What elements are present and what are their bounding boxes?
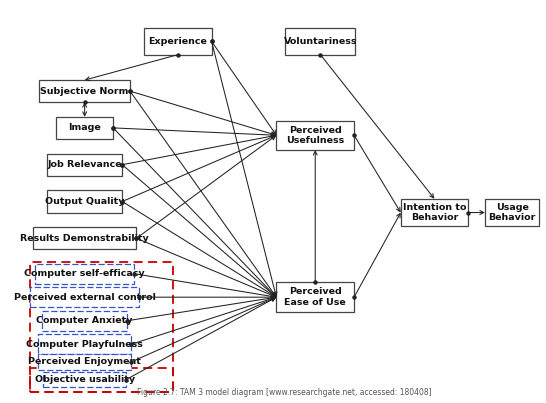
FancyBboxPatch shape [35, 264, 134, 284]
FancyBboxPatch shape [144, 28, 212, 55]
FancyBboxPatch shape [39, 80, 130, 102]
FancyBboxPatch shape [47, 154, 122, 176]
FancyBboxPatch shape [30, 287, 139, 307]
Text: Usage
Behavior: Usage Behavior [489, 203, 536, 222]
Text: Objective usability: Objective usability [34, 375, 135, 384]
Text: Subjective Norm: Subjective Norm [40, 87, 129, 96]
FancyBboxPatch shape [276, 120, 354, 150]
FancyBboxPatch shape [38, 354, 131, 370]
Text: Perceived external control: Perceived external control [14, 293, 156, 302]
FancyBboxPatch shape [38, 334, 131, 354]
Text: Perceived
Usefulness: Perceived Usefulness [286, 126, 345, 145]
Text: Image: Image [68, 123, 101, 133]
FancyBboxPatch shape [56, 117, 113, 139]
Text: Results Demonstrability: Results Demonstrability [20, 234, 149, 243]
FancyBboxPatch shape [33, 227, 136, 249]
Text: Computer Anxiety: Computer Anxiety [37, 316, 133, 325]
FancyBboxPatch shape [276, 283, 354, 312]
Text: Experience: Experience [149, 37, 207, 46]
Text: Perceived
Ease of Use: Perceived Ease of Use [284, 287, 346, 307]
Text: Computer Playfulness: Computer Playfulness [26, 340, 143, 349]
FancyBboxPatch shape [43, 372, 126, 387]
Text: Intention to
Behavior: Intention to Behavior [402, 203, 466, 222]
FancyBboxPatch shape [401, 199, 468, 226]
Text: Job Relevance: Job Relevance [48, 160, 122, 169]
Text: Computer self-efficacy: Computer self-efficacy [25, 269, 145, 278]
FancyBboxPatch shape [286, 28, 355, 55]
FancyBboxPatch shape [42, 311, 127, 331]
Text: Voluntariness: Voluntariness [284, 37, 357, 46]
Text: Figure 2.7: TAM 3 model diagram [www.researchgate.net, accessed: 180408]: Figure 2.7: TAM 3 model diagram [www.res… [137, 388, 431, 397]
FancyBboxPatch shape [485, 199, 539, 226]
FancyBboxPatch shape [47, 191, 122, 212]
Text: Perceived Enjoyment: Perceived Enjoyment [28, 357, 141, 366]
Text: Output Quality: Output Quality [45, 197, 124, 206]
